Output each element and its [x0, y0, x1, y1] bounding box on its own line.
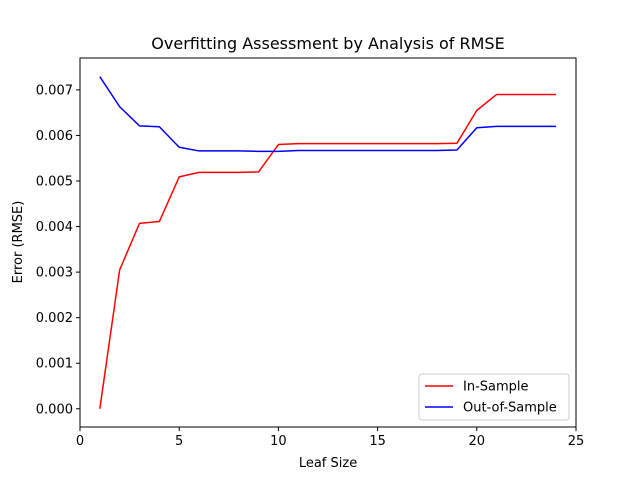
- y-tick-label: 0.003: [36, 266, 73, 281]
- chart-title: Overfitting Assessment by Analysis of RM…: [151, 34, 504, 53]
- y-tick-label: 0.004: [36, 220, 73, 235]
- x-tick-label: 25: [568, 434, 585, 449]
- y-tick-label: 0.001: [36, 357, 73, 372]
- x-tick-label: 0: [76, 434, 84, 449]
- legend-box: [418, 373, 570, 421]
- series-line-in-sample: [99, 93, 557, 409]
- x-tick-label: 15: [369, 434, 386, 449]
- plot-frame: [79, 57, 577, 428]
- y-axis-ticks: 0.000 0.001 0.002 0.003 0.004 0.005 0.006 0.007: [36, 83, 80, 417]
- y-tick-label: 0.002: [36, 311, 73, 326]
- series-line-out-of-sample: [99, 76, 557, 153]
- x-tick-label: 10: [270, 434, 287, 449]
- y-tick-label: 0.005: [36, 175, 73, 190]
- y-tick-label: 0.007: [36, 83, 73, 98]
- x-tick-label: 20: [469, 434, 486, 449]
- y-tick-label: 0.000: [36, 402, 73, 417]
- y-axis-label: Error (RMSE): [11, 201, 26, 284]
- x-axis-ticks: 0 5 10 15 20 25: [76, 427, 584, 449]
- x-tick-label: 5: [175, 434, 183, 449]
- legend-label-in-sample: In-Sample: [463, 380, 529, 395]
- y-tick-label: 0.006: [36, 129, 73, 144]
- series-layer: [99, 76, 557, 409]
- legend-label-out-of-sample: Out-of-Sample: [463, 401, 557, 416]
- legend: In-Sample Out-of-Sample: [418, 373, 570, 421]
- x-axis-label: Leaf Size: [299, 456, 357, 471]
